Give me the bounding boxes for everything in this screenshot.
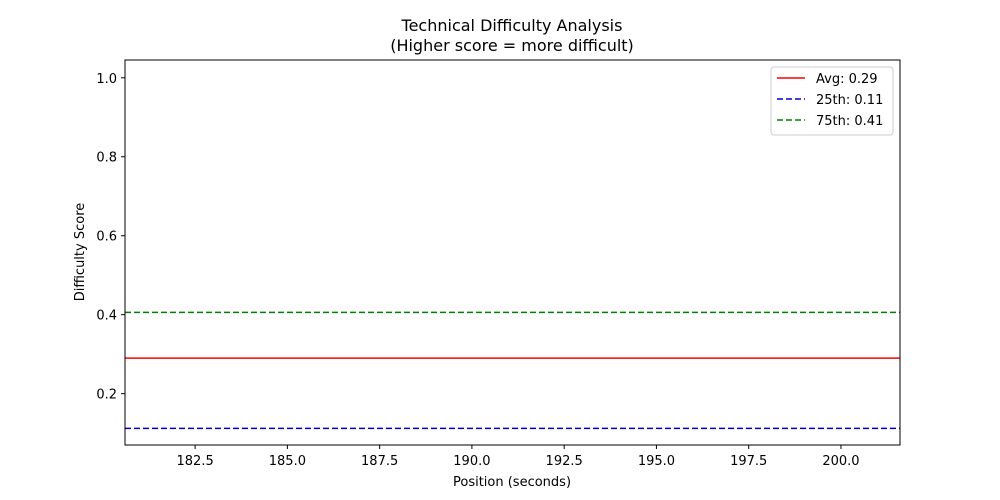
y-tick-label: 0.6: [96, 230, 117, 245]
x-tick-label: 197.5: [730, 454, 767, 469]
x-tick-label: 195.0: [638, 454, 675, 469]
x-tick-label: 185.0: [269, 454, 306, 469]
x-tick-label: 200.0: [822, 454, 859, 469]
y-tick-label: 1.0: [96, 72, 117, 87]
legend-label-2: 75th: 0.41: [816, 114, 883, 129]
x-tick-label: 190.0: [453, 454, 490, 469]
x-tick-label: 182.5: [177, 454, 214, 469]
legend-frame: [770, 66, 894, 136]
y-tick-label: 0.2: [96, 388, 117, 403]
plot-frame: [124, 59, 901, 446]
y-tick-label: 0.4: [96, 309, 117, 324]
y-axis-label: Difficulty Score: [73, 203, 88, 302]
legend: Avg: 0.29 25th: 0.11 75th: 0.41: [770, 66, 894, 136]
x-axis-label: Position (seconds): [453, 475, 571, 490]
x-tick-label: 187.5: [361, 454, 398, 469]
x-axis-ticks: 182.5 185.0 187.5 190.0 192.5 195.0 197.5 200.0: [177, 445, 860, 469]
y-axis-ticks: 0.2 0.4 0.6 0.8 1.0: [96, 72, 125, 403]
legend-label-1: 25th: 0.11: [816, 93, 883, 108]
plot-lines: [125, 311, 900, 430]
x-tick-label: 192.5: [546, 454, 583, 469]
y-tick-label: 0.8: [96, 151, 117, 166]
legend-label-0: Avg: 0.29: [816, 72, 878, 87]
chart-title: Technical Difficulty Analysis: [401, 16, 623, 35]
chart-subtitle: (Higher score = more difficult): [390, 36, 634, 55]
